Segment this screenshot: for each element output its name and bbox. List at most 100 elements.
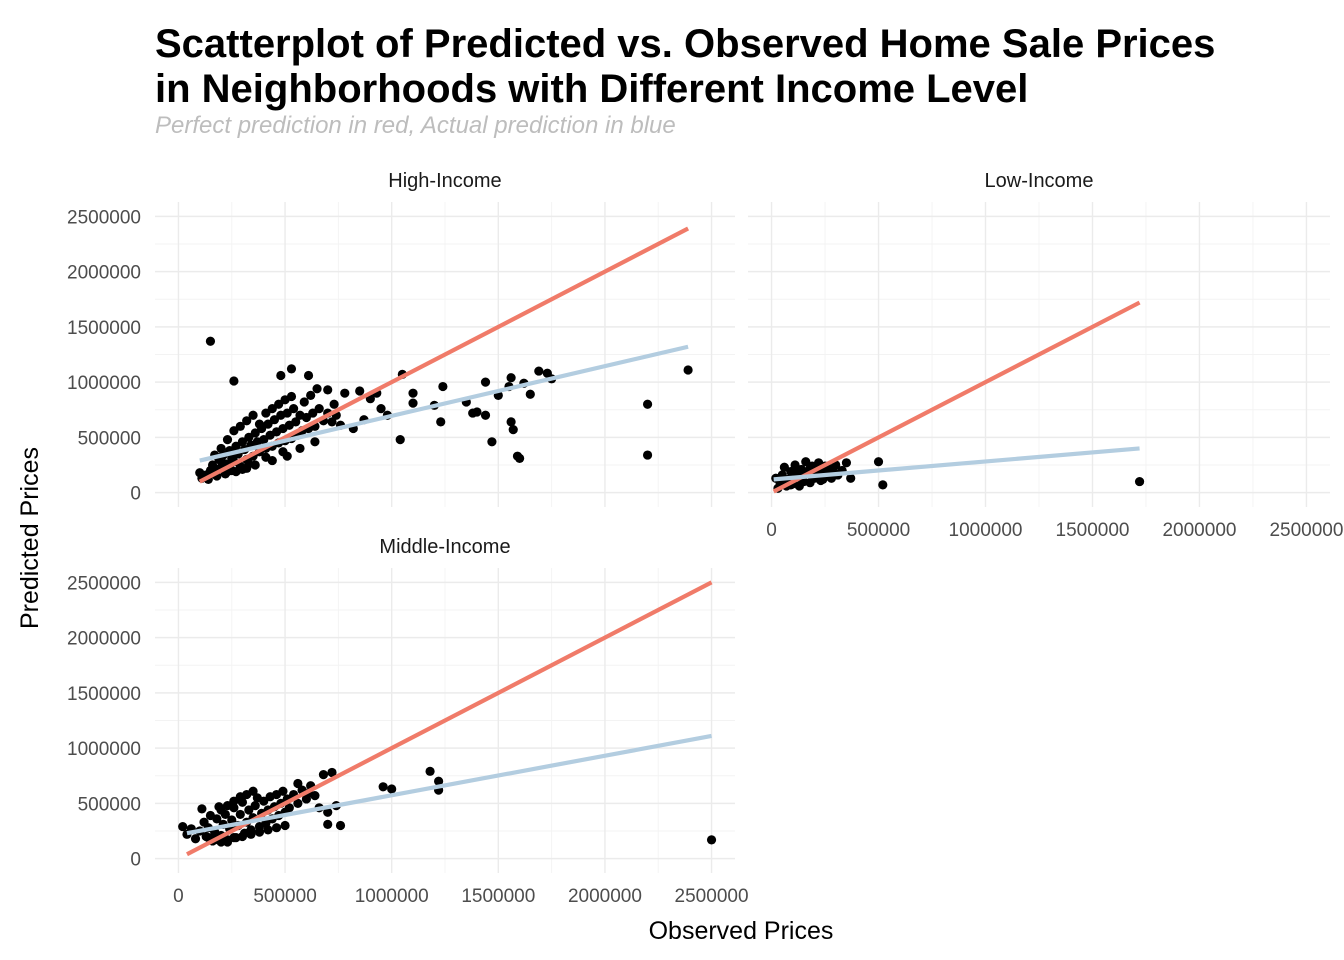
data-point	[250, 800, 260, 811]
data-point	[327, 767, 337, 778]
data-point	[293, 778, 303, 789]
data-point	[231, 441, 241, 451]
x-tick-label: 500000	[253, 886, 316, 907]
data-point	[178, 821, 188, 832]
data-point	[246, 829, 256, 839]
facet-panel-high-income: High-Income 0 500000 1000000 1500000 2000000 2…	[67, 170, 735, 507]
data-point	[340, 388, 350, 398]
fitted-prediction-line	[773, 446, 1140, 482]
fitted-prediction-line	[186, 733, 712, 836]
data-point	[216, 805, 226, 815]
data-point	[303, 370, 314, 381]
data-point	[323, 819, 333, 829]
data-point	[286, 364, 297, 374]
data-point	[525, 389, 535, 399]
data-point	[229, 796, 239, 806]
data-point	[335, 820, 346, 831]
data-point	[299, 397, 309, 407]
data-point	[472, 407, 482, 417]
perfect-prediction-line	[772, 300, 1141, 494]
data-point	[263, 419, 273, 429]
x-tick-label: 1500000	[1056, 520, 1130, 541]
data-point	[227, 815, 237, 825]
data-point	[515, 453, 525, 463]
x-tick-label: 2000000	[568, 886, 642, 907]
data-point	[395, 434, 405, 445]
facet-strip-label: Middle-Income	[379, 536, 510, 558]
y-tick-label: 2500000	[67, 573, 141, 594]
y-tick-label: 1500000	[67, 684, 141, 705]
data-point	[378, 782, 388, 792]
data-point	[480, 377, 491, 387]
data-point	[434, 776, 444, 786]
data-point	[683, 365, 693, 375]
data-point	[308, 408, 318, 418]
data-point	[190, 834, 201, 844]
chart-subtitle: Perfect prediction in red, Actual predic…	[155, 112, 676, 139]
data-point	[376, 404, 386, 414]
data-point	[408, 388, 418, 398]
data-point	[276, 370, 286, 381]
data-point	[235, 809, 245, 820]
x-tick-label: 500000	[847, 520, 910, 541]
data-point	[438, 381, 448, 392]
data-point	[642, 450, 653, 460]
data-point	[480, 410, 491, 420]
data-point	[291, 417, 301, 427]
y-tick-label: 500000	[78, 794, 141, 815]
data-point	[222, 800, 233, 811]
data-point	[289, 404, 299, 414]
data-point	[242, 463, 252, 473]
facet-panel-middle-income: Middle-Income 0 500000 1000000 1500000 200000…	[67, 536, 748, 907]
y-tick-label: 1000000	[67, 739, 141, 760]
data-point	[278, 786, 288, 796]
y-tick-label: 2000000	[67, 263, 141, 284]
data-point	[301, 412, 311, 423]
data-point	[222, 434, 233, 445]
data-point	[237, 437, 248, 447]
data-point	[506, 373, 516, 383]
data-point	[314, 404, 324, 414]
data-point	[282, 408, 292, 418]
data-point	[250, 428, 260, 438]
data-point	[534, 366, 544, 376]
data-point	[267, 455, 277, 466]
data-point	[263, 825, 273, 835]
y-tick-label: 0	[130, 484, 141, 505]
title-line-1: Scatterplot of Predicted vs. Observed Ho…	[155, 22, 1216, 66]
x-tick-label: 2000000	[1162, 520, 1236, 541]
data-point	[259, 434, 269, 445]
data-point	[229, 426, 239, 436]
data-point	[261, 408, 271, 418]
y-tick-label: 0	[130, 850, 141, 871]
data-point	[323, 807, 333, 817]
data-point	[248, 786, 258, 796]
data-point	[280, 820, 290, 831]
data-point	[205, 336, 216, 346]
data-point	[487, 437, 497, 447]
data-point	[327, 417, 337, 427]
data-point	[408, 398, 418, 408]
x-tick-label: 1500000	[461, 886, 535, 907]
data-point	[216, 443, 226, 454]
y-axis-title: Predicted Prices	[16, 447, 44, 629]
data-point	[301, 794, 311, 804]
data-point	[282, 451, 292, 461]
data-point	[506, 417, 516, 427]
data-point	[387, 784, 397, 794]
facet-strip-label: Low-Income	[985, 170, 1094, 192]
data-point	[231, 467, 241, 477]
data-point	[235, 421, 245, 431]
data-point	[310, 437, 320, 447]
data-point	[274, 399, 284, 409]
data-point	[229, 833, 239, 843]
x-axis-title: Observed Prices	[649, 917, 834, 945]
data-point	[323, 385, 333, 395]
perfect-prediction-line	[198, 226, 690, 484]
data-point	[642, 399, 653, 409]
data-point	[269, 415, 280, 425]
data-point	[706, 835, 717, 845]
data-point	[355, 386, 365, 396]
y-tick-label: 1000000	[67, 373, 141, 394]
